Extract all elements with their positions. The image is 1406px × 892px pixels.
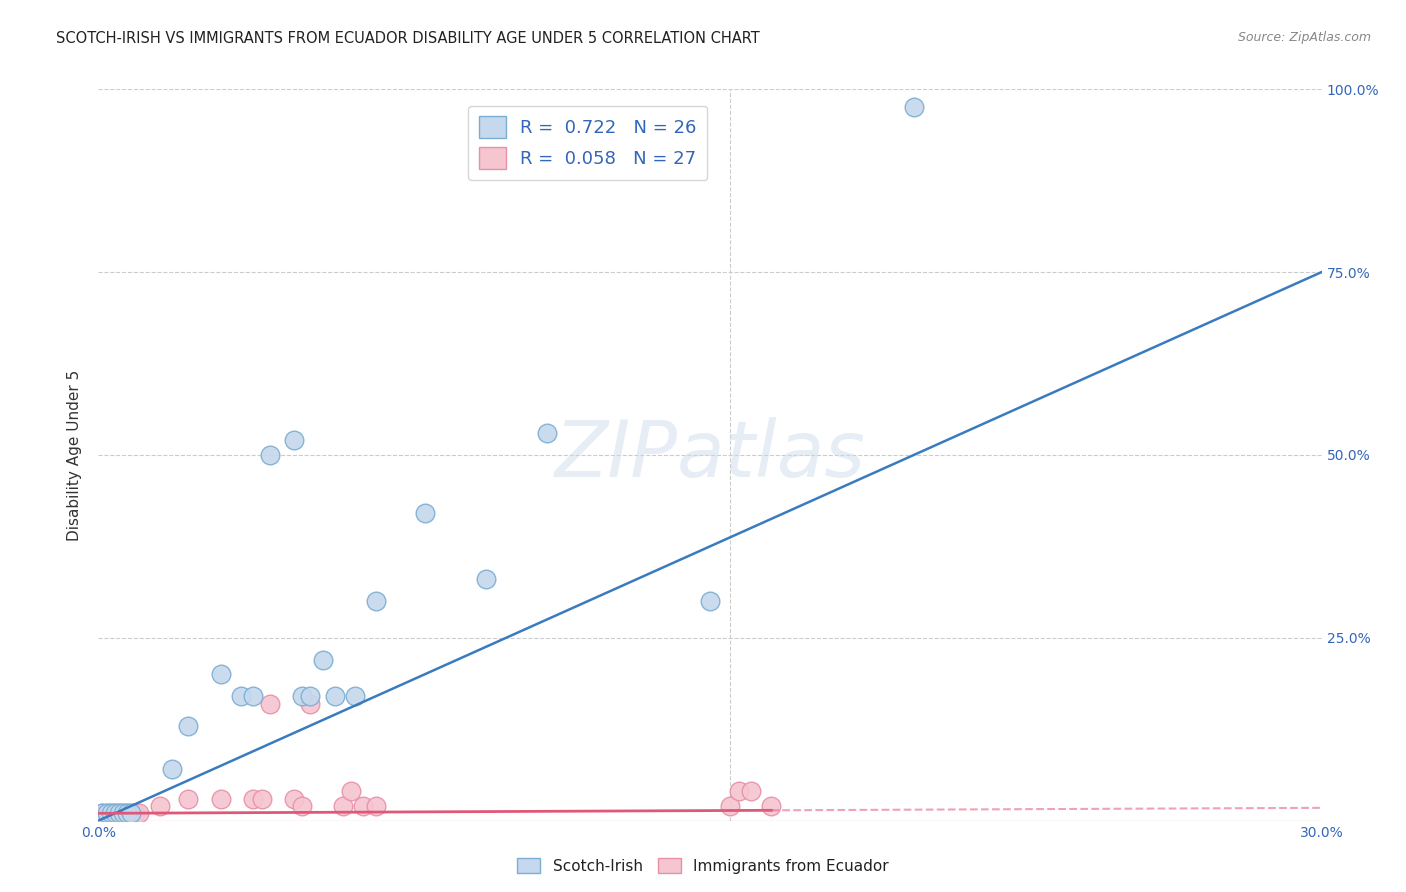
Point <box>242 690 264 704</box>
Point <box>111 806 134 821</box>
Point <box>699 594 721 608</box>
Point <box>283 791 305 805</box>
Point <box>291 799 314 814</box>
Point <box>259 448 281 462</box>
Point <box>250 791 273 805</box>
Point <box>100 806 122 821</box>
Text: ZIPatlas: ZIPatlas <box>554 417 866 493</box>
Point <box>160 763 183 777</box>
Point <box>115 806 138 821</box>
Point <box>299 690 322 704</box>
Point <box>536 425 558 440</box>
Point <box>120 806 142 821</box>
Point <box>352 799 374 814</box>
Point <box>96 806 118 821</box>
Point <box>259 697 281 711</box>
Point <box>903 101 925 115</box>
Point <box>474 572 498 586</box>
Point <box>332 799 354 814</box>
Point <box>128 806 150 821</box>
Point <box>177 791 200 805</box>
Point <box>149 799 172 814</box>
Point <box>340 784 363 798</box>
Point <box>108 806 131 821</box>
Point <box>761 799 783 814</box>
Text: SCOTCH-IRISH VS IMMIGRANTS FROM ECUADOR DISABILITY AGE UNDER 5 CORRELATION CHART: SCOTCH-IRISH VS IMMIGRANTS FROM ECUADOR … <box>56 31 761 46</box>
Point <box>299 697 322 711</box>
Point <box>720 799 742 814</box>
Legend: R =  0.722   N = 26, R =  0.058   N = 27: R = 0.722 N = 26, R = 0.058 N = 27 <box>468 105 707 180</box>
Point <box>323 690 346 704</box>
Point <box>344 690 367 704</box>
Point <box>91 806 114 821</box>
Point <box>740 784 762 798</box>
Point <box>111 806 134 821</box>
Point <box>312 653 335 667</box>
Point <box>231 690 253 704</box>
Point <box>120 806 142 821</box>
Point <box>115 806 138 821</box>
Text: Source: ZipAtlas.com: Source: ZipAtlas.com <box>1237 31 1371 45</box>
Point <box>104 806 127 821</box>
Point <box>283 434 305 448</box>
Point <box>364 594 387 608</box>
Point <box>104 806 127 821</box>
Point <box>108 806 131 821</box>
Point <box>124 806 146 821</box>
Point <box>177 718 200 732</box>
Point <box>364 799 387 814</box>
Point <box>242 791 264 805</box>
Y-axis label: Disability Age Under 5: Disability Age Under 5 <box>67 369 83 541</box>
Point <box>209 791 232 805</box>
Point <box>291 690 314 704</box>
Legend: Scotch-Irish, Immigrants from Ecuador: Scotch-Irish, Immigrants from Ecuador <box>512 852 894 880</box>
Point <box>96 806 118 821</box>
Point <box>100 806 122 821</box>
Point <box>727 784 749 798</box>
Point <box>91 806 114 821</box>
Point <box>209 667 232 681</box>
Point <box>413 507 436 521</box>
